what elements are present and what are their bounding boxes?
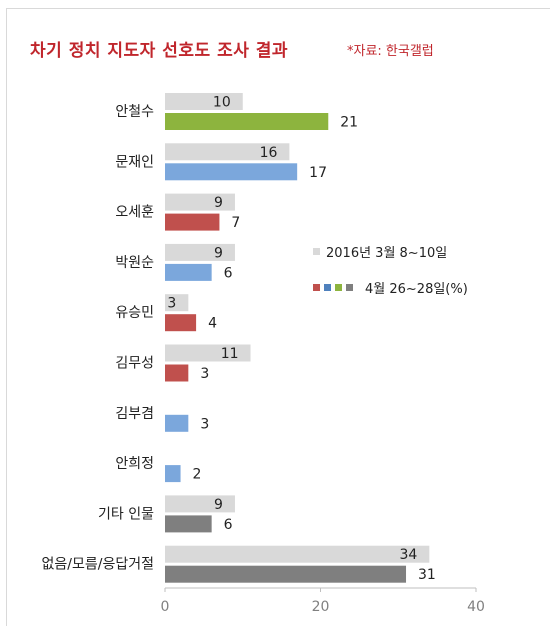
bar-2016-03 [165,143,290,161]
data-label-2016-03: 16 [260,145,278,161]
bar-2016-04 [165,465,181,483]
bar-2016-03 [165,294,189,312]
data-label-2016-03: 9 [214,245,223,261]
category-label: 문재인 [115,154,154,170]
data-label-2016-03: 3 [167,296,176,312]
x-tick-label: 20 [312,599,330,615]
data-label-2016-04: 6 [224,265,233,281]
bar-2016-03 [165,93,243,110]
legend-swatch-2016-04 [346,284,353,291]
legend-swatch-2016-03 [313,248,320,255]
legend-swatch-2016-04 [324,284,331,291]
data-label-2016-04: 21 [340,115,358,131]
data-label-2016-04: 3 [200,416,209,432]
x-tick-label: 0 [161,599,170,615]
frame-left-line [6,8,7,626]
bar-2016-04 [165,314,197,332]
data-label-2016-04: 3 [200,366,209,382]
data-label-2016-03: 11 [221,346,239,362]
category-label: 박원순 [115,255,154,271]
data-label-2016-04: 4 [208,316,217,332]
category-label: 유승민 [115,305,154,321]
data-label-2016-03: 9 [214,497,223,513]
data-label-2016-03: 9 [214,195,223,211]
data-label-2016-04: 31 [418,567,436,583]
data-label-2016-04: 2 [193,467,202,483]
x-tick-label: 40 [467,599,485,615]
bar-2016-04 [165,213,220,231]
category-label: 안희정 [115,456,154,472]
bar-2016-04 [165,163,298,181]
legend-swatch-2016-04 [335,284,342,291]
legend-label-2016-03: 2016년 3월 8~10일 [326,246,447,261]
bar-2016-04 [165,414,189,432]
data-label-2016-04: 6 [224,517,233,533]
data-label-2016-03: 34 [400,547,418,563]
category-label: 기타 인물 [98,506,154,522]
category-label: 없음/모름/응답거절 [42,557,154,573]
category-label: 오세훈 [115,205,154,221]
category-label: 안철수 [115,104,154,120]
bar-2016-03 [165,243,235,261]
legend-swatch-2016-04 [313,284,320,291]
bar-2016-04 [165,113,329,130]
category-label: 김무성 [115,356,154,372]
bar-2016-03 [165,193,235,211]
data-label-2016-04: 17 [309,165,327,181]
legend-label-2016-04: 4월 26~28일(%) [365,282,468,297]
bars-group: 안철수1021문재인1617오세훈97박원순96유승민34김무성113김부겸3안… [42,93,436,583]
bar-2016-03 [165,545,430,563]
data-label-2016-03: 10 [213,95,231,111]
bar-2016-04 [165,263,212,281]
bar-2016-04 [165,515,212,533]
frame-top-line [6,8,550,9]
bar-2016-03 [165,495,235,513]
legend: 2016년 3월 8~10일 4월 26~28일(%) [313,246,468,297]
bar-2016-04 [165,364,189,382]
category-label: 김부겸 [115,406,154,422]
x-axis: 0 20 40 [161,587,485,615]
source-note: *자료: 한국갤럽 [347,44,434,59]
bar-2016-03 [165,344,251,362]
bar-2016-04 [165,565,407,583]
data-label-2016-04: 7 [231,215,240,231]
chart-title: 차기 정치 지도자 선호도 조사 결과 [30,41,289,61]
